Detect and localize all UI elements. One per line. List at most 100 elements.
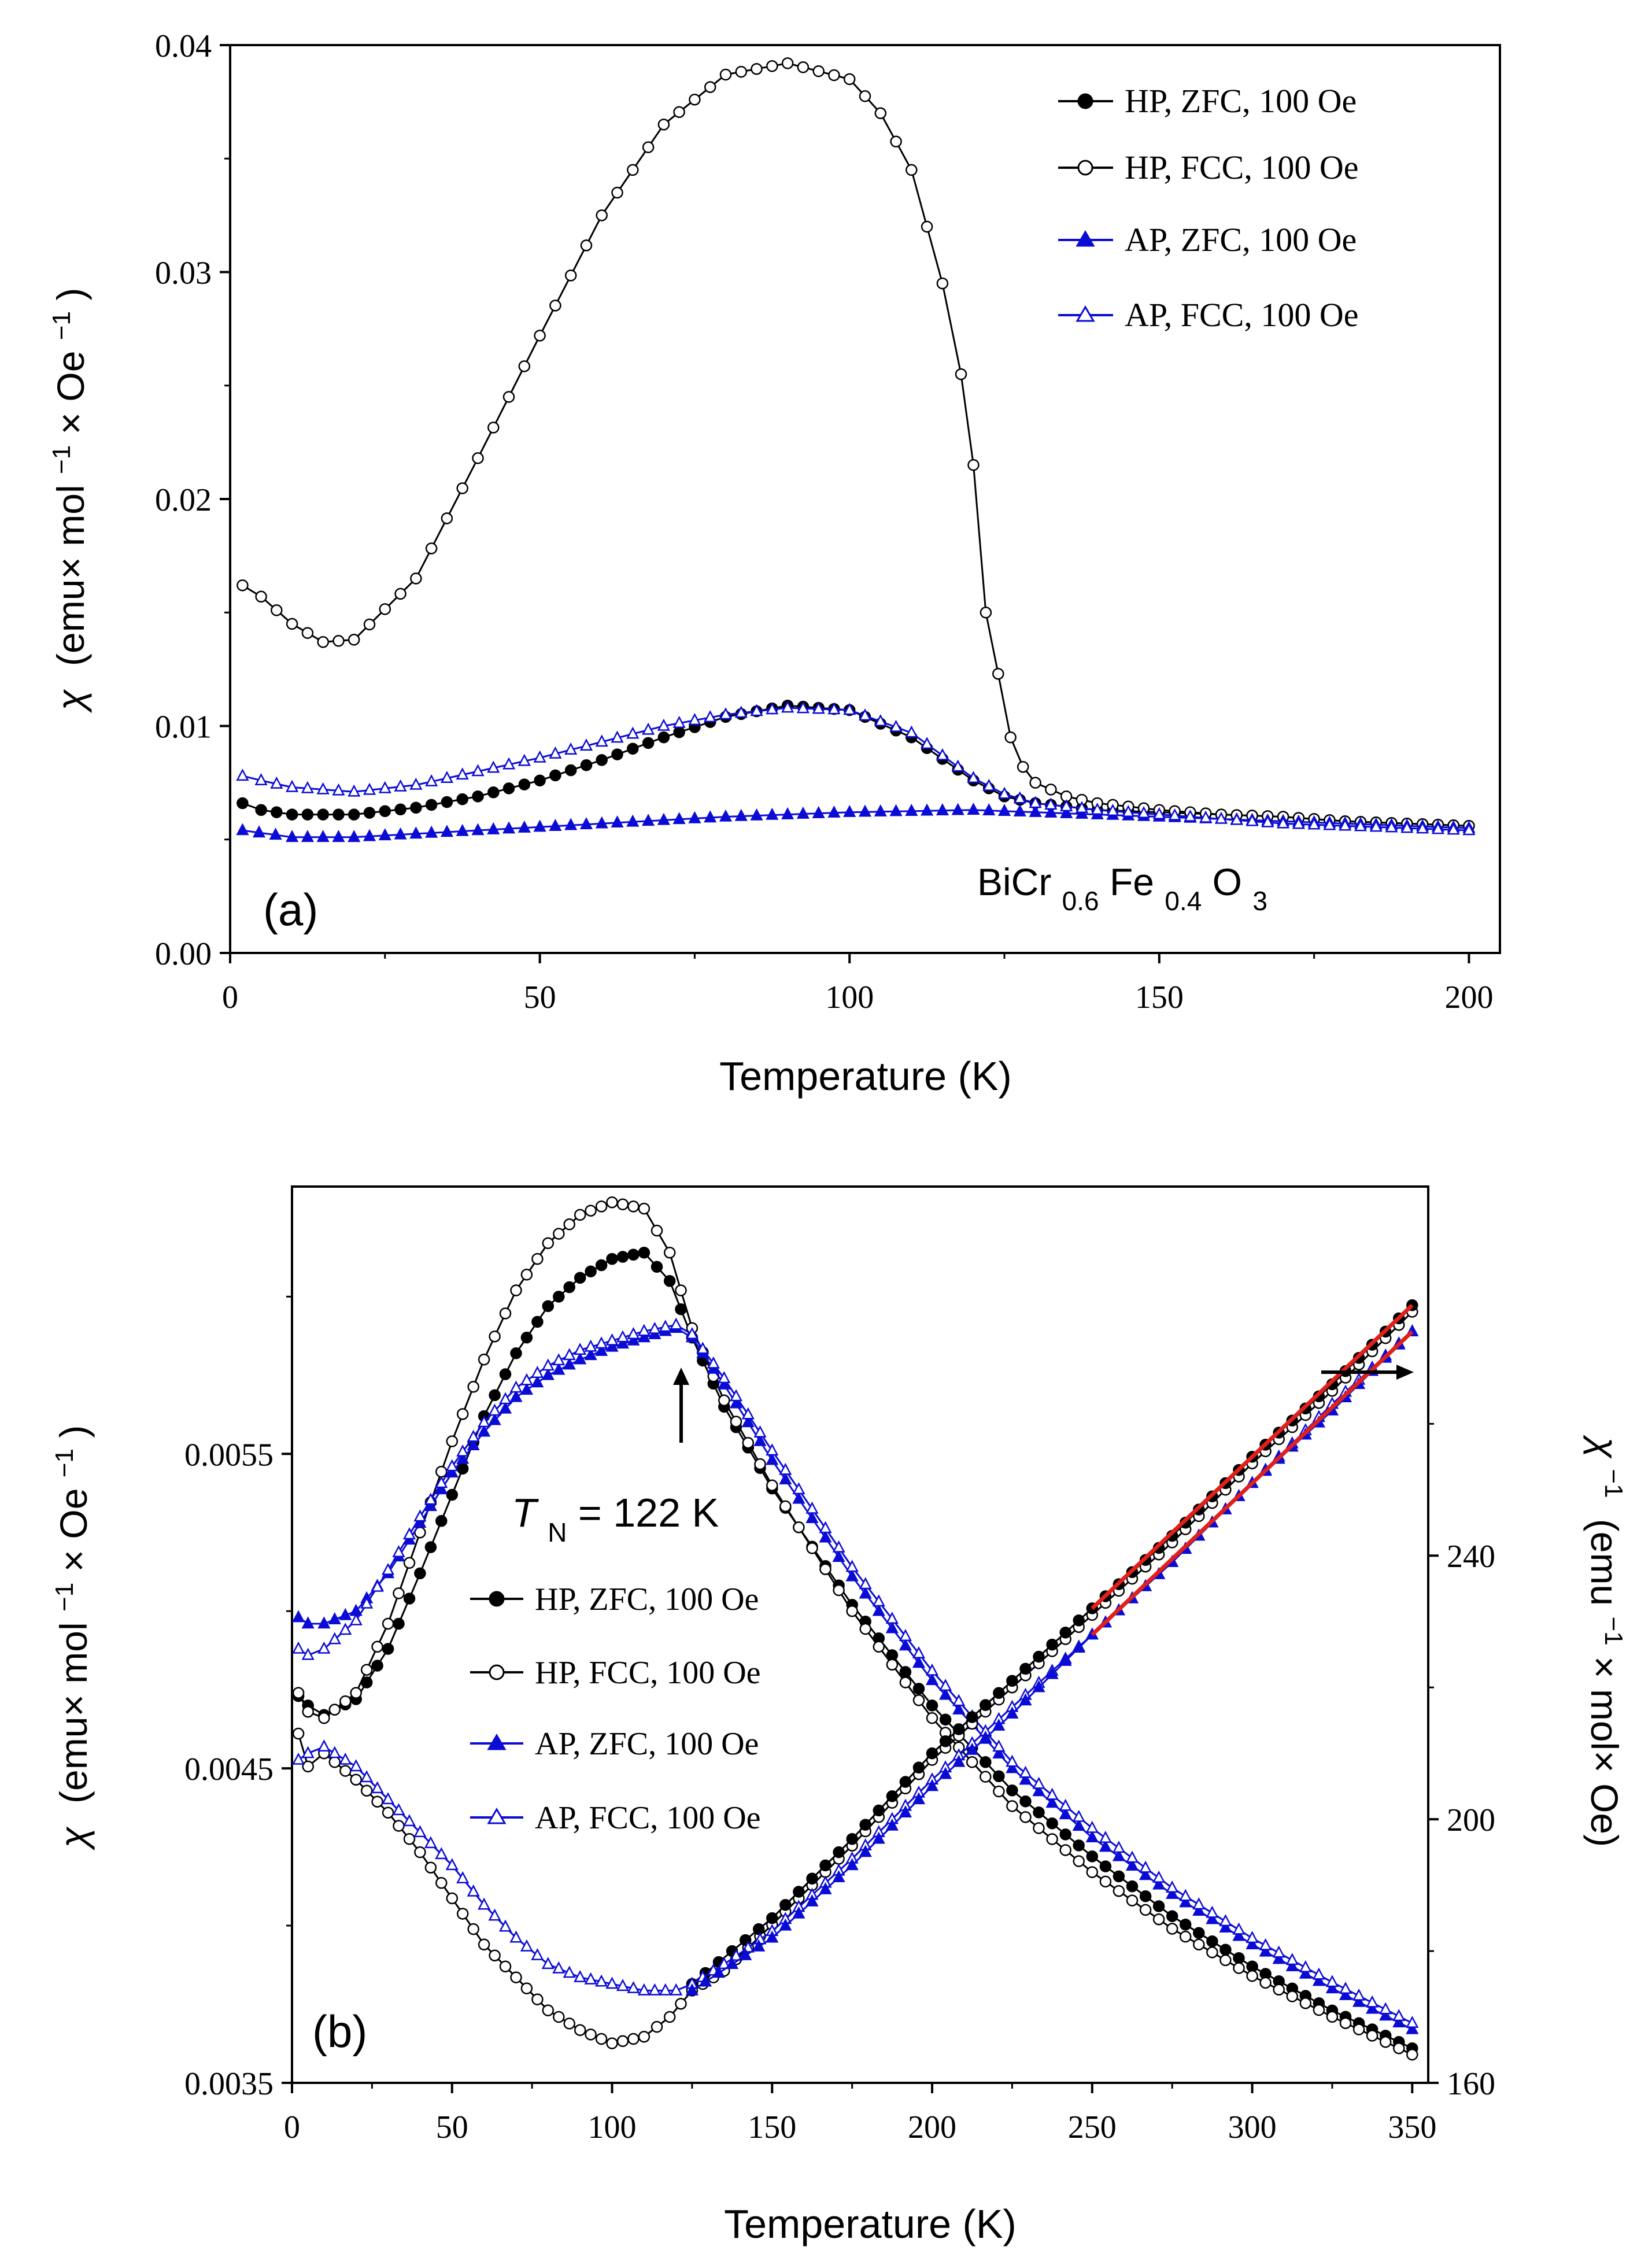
tn-annotation: T N = 122 K xyxy=(512,1490,719,1547)
data-point xyxy=(766,60,778,72)
data-point xyxy=(445,1858,459,1871)
data-point xyxy=(441,512,453,524)
data-point xyxy=(379,603,391,615)
data-point xyxy=(489,1330,501,1343)
data-point xyxy=(627,1327,640,1339)
data-point xyxy=(872,1831,885,1844)
data-point xyxy=(328,1632,341,1645)
data-point xyxy=(750,808,763,821)
data-point xyxy=(793,1521,805,1534)
data-point xyxy=(1192,1897,1206,1910)
data-point xyxy=(1125,1858,1139,1871)
data-point xyxy=(1339,1987,1352,2000)
data-point xyxy=(393,1617,405,1630)
data-point xyxy=(478,1415,491,1428)
data-point xyxy=(792,1482,805,1495)
data-point xyxy=(819,1563,831,1575)
data-point xyxy=(1246,1970,1258,1982)
data-point xyxy=(1139,1904,1152,1916)
data-point xyxy=(446,1435,459,1447)
data-point xyxy=(638,2030,651,2043)
data-point xyxy=(424,1836,437,1849)
data-point xyxy=(672,812,686,825)
data-point xyxy=(1206,1912,1219,1924)
y-tick-label: 0.0055 xyxy=(184,1437,274,1473)
data-point xyxy=(1045,784,1057,796)
data-point xyxy=(1312,1974,1325,1986)
data-point xyxy=(735,65,748,78)
data-point xyxy=(1086,1866,1099,1878)
series-ap-fcc-100-oe-inverse xyxy=(291,1324,1419,1996)
data-point xyxy=(670,1317,683,1330)
data-point xyxy=(641,722,655,735)
data-point xyxy=(626,726,640,739)
data-point xyxy=(467,1429,480,1442)
plot-frame-b xyxy=(291,1185,1429,2084)
data-point xyxy=(1004,731,1017,744)
data-point xyxy=(806,1872,818,1885)
data-point xyxy=(872,1603,885,1616)
data-point xyxy=(1166,1887,1179,1899)
data-point xyxy=(520,1939,533,1952)
data-point xyxy=(236,768,249,781)
data-point xyxy=(806,1542,818,1554)
data-point xyxy=(502,782,515,795)
data-point xyxy=(1106,804,1119,816)
data-point xyxy=(574,1970,587,1982)
data-point xyxy=(363,782,376,795)
data-point xyxy=(1113,1870,1125,1883)
legend-b: HP, ZFC, 100 Oe HP, FCC, 100 Oe AP, ZFC,… xyxy=(470,1582,761,1836)
data-point xyxy=(688,713,701,725)
x-tick-label: 0 xyxy=(222,980,238,1015)
data-point xyxy=(833,1846,845,1858)
data-point xyxy=(531,1948,544,1960)
data-point xyxy=(889,804,903,816)
data-point xyxy=(899,1676,912,1688)
data-point xyxy=(859,1623,871,1635)
data-point xyxy=(316,782,330,795)
x-tick-label: 250 xyxy=(1068,2109,1117,2145)
data-point xyxy=(520,1373,533,1385)
data-point xyxy=(805,1894,819,1906)
data-point xyxy=(766,1443,779,1456)
data-point xyxy=(350,1687,362,1699)
data-point xyxy=(1013,804,1026,816)
data-point xyxy=(552,1362,566,1375)
series-hp-fcc-100-oe xyxy=(236,57,1475,832)
data-point xyxy=(980,1699,992,1711)
data-point xyxy=(1230,812,1243,825)
data-point xyxy=(980,607,992,619)
data-point xyxy=(672,715,686,728)
data-point xyxy=(456,1408,469,1420)
x-tick-label: 150 xyxy=(748,2109,796,2145)
data-point xyxy=(627,742,639,755)
y-tick-label: 0.01 xyxy=(155,710,212,745)
data-point xyxy=(394,803,406,815)
data-point xyxy=(1072,1640,1085,1653)
data-point xyxy=(435,1515,448,1527)
legend-marker-hp-fcc xyxy=(489,1664,505,1680)
data-point xyxy=(1099,1831,1112,1843)
data-point xyxy=(980,1756,992,1768)
panel-a: 0 50 100 150 200 0.00 0.01 0.02 0.03 0.04 χ (emu×… xyxy=(47,28,1501,1099)
data-point xyxy=(899,1629,912,1641)
data-point xyxy=(696,1342,709,1354)
data-point xyxy=(955,368,967,380)
legend-label-ap-zfc: AP, ZFC, 100 Oe xyxy=(535,1726,759,1762)
series-line xyxy=(298,1251,1413,2049)
series-ap-zfc-100-oe xyxy=(236,803,1476,843)
data-point xyxy=(729,1389,743,1402)
data-point xyxy=(531,1366,544,1378)
data-point xyxy=(796,701,810,714)
data-point xyxy=(699,1974,712,1987)
data-point xyxy=(271,604,283,616)
legend-label-ap-fcc: AP, FCC, 100 Oe xyxy=(535,1800,761,1836)
data-point xyxy=(843,73,856,86)
data-point xyxy=(332,808,345,821)
data-point xyxy=(394,779,407,792)
data-point xyxy=(997,804,1011,816)
data-point xyxy=(912,1646,926,1658)
data-point xyxy=(952,1723,965,1735)
data-point xyxy=(574,1352,587,1365)
data-point xyxy=(499,1307,512,1320)
